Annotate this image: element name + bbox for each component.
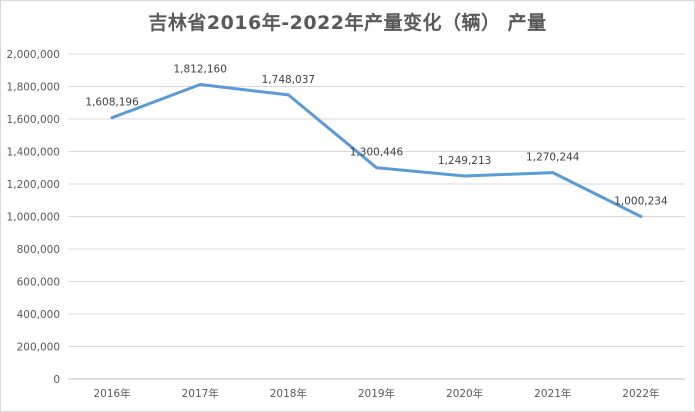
y-tick-label: 1,800,000 [7, 82, 60, 94]
y-tick-label: 1,600,000 [7, 114, 60, 126]
y-tick-label: 800,000 [17, 244, 60, 256]
data-point [639, 214, 643, 218]
data-labels: 1,608,196 1,812,160 1,748,037 1,300,446 1,24… [85, 64, 668, 208]
x-tick-label: 2018年 [270, 387, 307, 400]
data-label: 1,748,037 [262, 74, 315, 86]
y-tick-label: 1,400,000 [7, 147, 60, 159]
data-point [198, 83, 202, 87]
data-point [551, 171, 555, 175]
chart-title: 吉林省2016年-2022年产量变化（辆） 产量 [148, 12, 547, 34]
y-tick-label: 400,000 [17, 309, 60, 321]
gridlines [68, 53, 685, 380]
x-tick-label: 2016年 [93, 387, 130, 400]
x-tick-label: 2020年 [446, 387, 483, 400]
data-point [286, 93, 290, 97]
y-tick-label: 2,000,000 [7, 49, 60, 61]
x-axis: 2016年 2017年 2018年 2019年 2020年 2021年 2022年 [93, 387, 659, 400]
y-tick-label: 1,200,000 [7, 179, 60, 191]
data-point [110, 116, 114, 120]
series-layer [110, 83, 643, 218]
x-tick-label: 2017年 [182, 387, 219, 400]
data-label: 1,812,160 [173, 64, 226, 76]
x-tick-label: 2022年 [622, 387, 659, 400]
y-tick-label: 200,000 [17, 342, 60, 354]
x-tick-label: 2021年 [534, 387, 571, 400]
y-tick-label: 1,000,000 [7, 212, 60, 224]
data-point [463, 174, 467, 178]
y-tick-label: 0 [53, 374, 60, 386]
data-label: 1,608,196 [85, 97, 139, 109]
data-point [375, 166, 378, 170]
y-tick-label: 600,000 [17, 277, 60, 289]
data-label: 1,300,446 [350, 147, 404, 159]
y-axis: 0 200,000 400,000 600,000 800,000 1,000,000 1,… [7, 49, 60, 386]
x-tick-label: 2019年 [358, 387, 395, 400]
data-label: 1,000,234 [614, 195, 668, 207]
data-label: 1,249,213 [438, 155, 491, 167]
data-label: 1,270,244 [526, 152, 580, 164]
